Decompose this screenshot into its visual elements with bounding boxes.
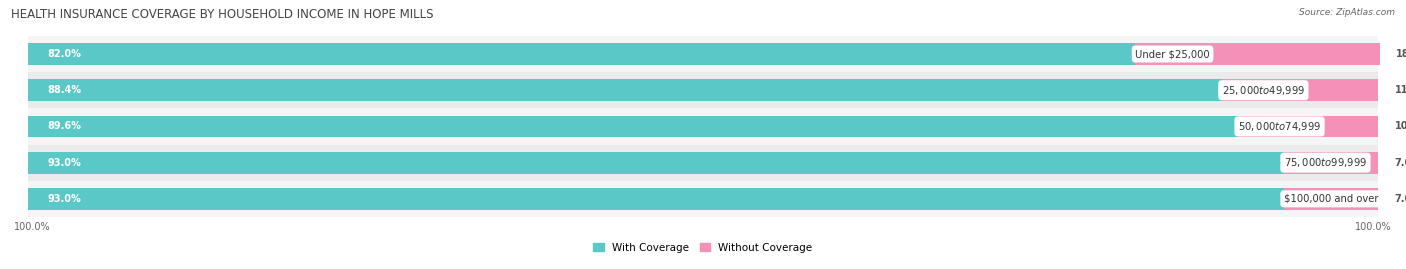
Text: 10.4%: 10.4% <box>1395 121 1406 132</box>
Text: $100,000 and over: $100,000 and over <box>1284 194 1378 204</box>
Text: 11.6%: 11.6% <box>1395 85 1406 95</box>
Bar <box>1284 188 1378 210</box>
Bar <box>1237 116 1378 137</box>
Text: 88.4%: 88.4% <box>48 85 82 95</box>
Bar <box>28 43 1135 65</box>
Text: $50,000 to $74,999: $50,000 to $74,999 <box>1237 120 1322 133</box>
Text: $25,000 to $49,999: $25,000 to $49,999 <box>1222 84 1305 97</box>
Text: 18.1%: 18.1% <box>1396 49 1406 59</box>
Bar <box>28 116 1237 137</box>
Text: 82.0%: 82.0% <box>48 49 82 59</box>
Text: Under $25,000: Under $25,000 <box>1135 49 1211 59</box>
Bar <box>28 188 1284 210</box>
Bar <box>28 144 1378 181</box>
Text: 100.0%: 100.0% <box>1355 222 1392 232</box>
Text: 89.6%: 89.6% <box>48 121 82 132</box>
Bar <box>28 181 1378 217</box>
Bar <box>28 152 1284 174</box>
Text: 93.0%: 93.0% <box>48 158 82 168</box>
Legend: With Coverage, Without Coverage: With Coverage, Without Coverage <box>589 238 817 257</box>
Bar <box>28 108 1378 144</box>
Bar <box>28 36 1378 72</box>
Text: $75,000 to $99,999: $75,000 to $99,999 <box>1284 156 1367 169</box>
Text: HEALTH INSURANCE COVERAGE BY HOUSEHOLD INCOME IN HOPE MILLS: HEALTH INSURANCE COVERAGE BY HOUSEHOLD I… <box>11 8 433 21</box>
Bar <box>1135 43 1379 65</box>
Text: Source: ZipAtlas.com: Source: ZipAtlas.com <box>1299 8 1395 17</box>
Bar <box>28 72 1378 108</box>
Text: 93.0%: 93.0% <box>48 194 82 204</box>
Text: 7.0%: 7.0% <box>1395 194 1406 204</box>
Text: 100.0%: 100.0% <box>14 222 51 232</box>
Bar <box>1222 79 1378 101</box>
Bar <box>28 79 1222 101</box>
Bar <box>1284 152 1378 174</box>
Text: 7.0%: 7.0% <box>1395 158 1406 168</box>
